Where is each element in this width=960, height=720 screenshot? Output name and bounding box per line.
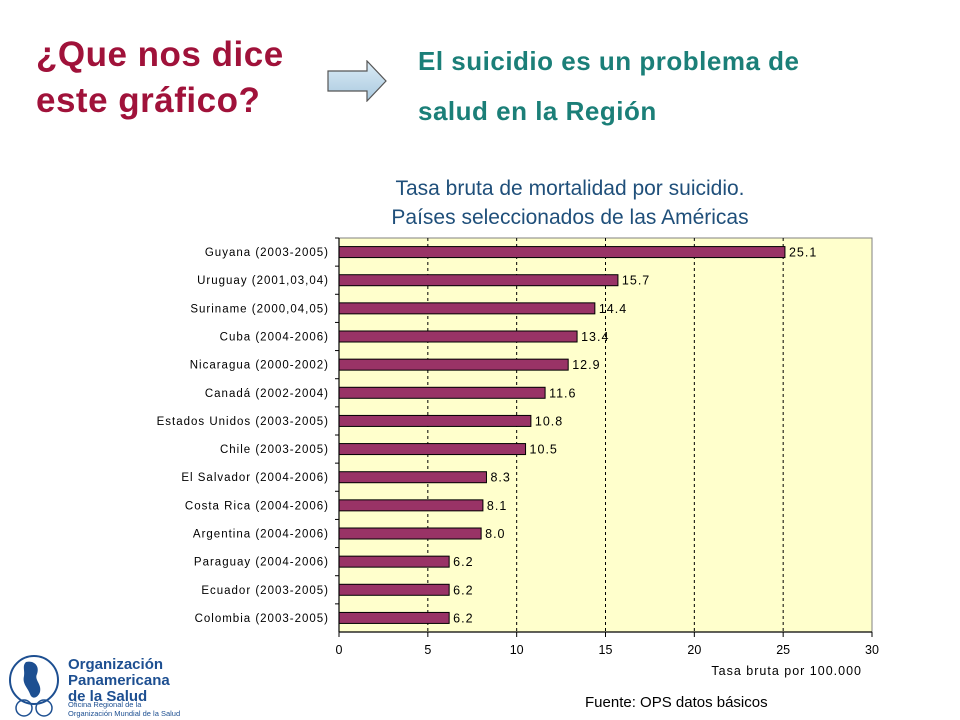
category-label: Colombia (2003-2005) (195, 613, 329, 625)
logo-line-3: de la Salud (68, 688, 148, 705)
labels: 25.1 Guyana (2003-2005) 15.7 Uruguay (2001,… (157, 237, 879, 657)
bar (338, 527, 482, 540)
bar-value-label: 25.1 (789, 246, 817, 260)
bar-value-label: 10.5 (530, 443, 558, 457)
bar (338, 386, 546, 399)
bar (338, 246, 786, 259)
x-axis-label: Tasa bruta por 100.000 (711, 664, 862, 678)
bar (338, 583, 450, 596)
x-tick-label: 30 (865, 643, 879, 657)
bar-value-label: 14.4 (599, 302, 627, 316)
answer-line-1: El suicidio es un problema de (418, 46, 800, 76)
x-tick-label: 5 (424, 643, 431, 657)
category-label: Estados Unidos (2003-2005) (157, 416, 329, 428)
source-note: Fuente: OPS datos básicos (585, 694, 768, 711)
bar-value-label: 12.9 (572, 358, 600, 372)
bar-value-label: 6.2 (453, 583, 473, 597)
bar (338, 330, 578, 343)
bar-value-label: 8.0 (485, 527, 505, 541)
bar (338, 358, 569, 371)
category-label: Guyana (2003-2005) (205, 247, 329, 259)
bar-value-label: 8.1 (487, 499, 507, 513)
category-label: Argentina (2004-2006) (193, 529, 329, 541)
bar-value-label: 11.6 (549, 386, 576, 400)
logo-line-1: Organización (68, 656, 164, 673)
bars (338, 246, 786, 624)
x-tick-label: 15 (599, 643, 613, 657)
category-label: Cuba (2004-2006) (220, 332, 329, 344)
category-label: Canadá (2002-2004) (205, 388, 329, 400)
answer-line-2: salud en la Región (418, 96, 657, 126)
category-label: Suriname (2000,04,05) (190, 303, 329, 315)
question-line-1: ¿Que nos dice (36, 35, 284, 74)
bar (338, 302, 596, 315)
plot-area (338, 237, 873, 633)
bar (338, 443, 527, 456)
bar (338, 274, 619, 287)
logo-small-line-2: Organización Mundial de la Salud (68, 709, 181, 718)
right-arrow-icon (327, 60, 387, 102)
bar-value-label: 6.2 (453, 611, 473, 625)
x-tick-label: 25 (776, 643, 790, 657)
logo-line-2: Panamericana (68, 672, 170, 689)
category-label: Paraguay (2004-2006) (194, 557, 329, 569)
category-label: Nicaragua (2000-2002) (190, 360, 329, 372)
category-label: El Salvador (2004-2006) (181, 472, 329, 484)
bar (338, 611, 450, 624)
bar-value-label: 13.4 (581, 330, 609, 344)
category-label: Chile (2003-2005) (220, 444, 329, 456)
logo-subtitle: Oficina Regional de la Organización Mund… (68, 700, 180, 718)
chart-title: Tasa bruta de mortalidad por suicidio. P… (330, 174, 810, 232)
bar-value-label: 15.7 (622, 274, 650, 288)
logo-small-line-1: Oficina Regional de la (68, 700, 142, 709)
answer-heading: El suicidio es un problema de salud en l… (418, 36, 938, 136)
x-tick-label: 10 (510, 643, 524, 657)
x-tick-label: 0 (336, 643, 343, 657)
category-label: Costa Rica (2004-2006) (185, 500, 329, 512)
paho-logo-icon (9, 655, 59, 717)
category-label: Ecuador (2003-2005) (201, 585, 329, 597)
bar (338, 414, 532, 427)
x-tick-label: 20 (687, 643, 701, 657)
bar-value-label: 6.2 (453, 555, 473, 569)
bar-value-label: 8.3 (490, 471, 510, 485)
category-label: Uruguay (2001,03,04) (197, 275, 329, 287)
bar (338, 471, 487, 484)
logo-wordmark: Organización Panamericana de la Salud (68, 657, 170, 705)
question-heading: ¿Que nos dice este gráfico? (36, 32, 326, 124)
chart-title-line-1: Tasa bruta de mortalidad por suicidio. (395, 177, 745, 200)
chart-title-line-2: Países seleccionados de las Américas (391, 206, 749, 229)
bar (338, 499, 484, 512)
bar (338, 555, 450, 568)
bar-value-label: 10.8 (535, 414, 563, 428)
question-line-2: este gráfico? (36, 81, 261, 120)
